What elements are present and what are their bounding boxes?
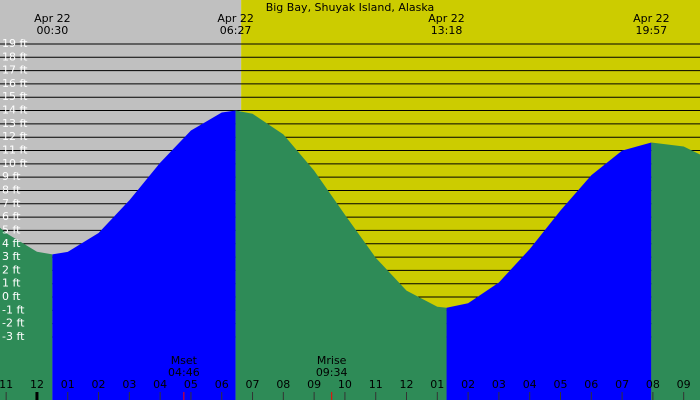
y-tick-label: 12 ft xyxy=(2,130,28,143)
y-tick-label: 19 ft xyxy=(2,37,28,50)
y-tick-label: -1 ft xyxy=(2,303,25,316)
event-date: Apr 22 xyxy=(633,12,670,25)
event-date: Apr 22 xyxy=(34,12,71,25)
y-tick-label: 2 ft xyxy=(2,263,21,276)
x-tick-label: 05 xyxy=(553,378,567,391)
falling-tide xyxy=(0,227,53,400)
x-tick-label: 02 xyxy=(92,378,106,391)
y-tick-label: 11 ft xyxy=(2,144,28,157)
x-tick-label: 07 xyxy=(246,378,260,391)
chart-title: Big Bay, Shuyak Island, Alaska xyxy=(266,1,435,14)
x-tick-label: 08 xyxy=(276,378,290,391)
rising-tide xyxy=(52,110,236,400)
y-tick-label: -3 ft xyxy=(2,330,25,343)
x-tick-label: 06 xyxy=(215,378,229,391)
x-tick-label: 07 xyxy=(615,378,629,391)
y-tick-label: 14 ft xyxy=(2,104,28,117)
x-tick-label: 03 xyxy=(122,378,136,391)
moon-event-time: 09:34 xyxy=(316,366,348,379)
event-time: 06:27 xyxy=(220,24,252,37)
y-tick-label: 0 ft xyxy=(2,290,21,303)
x-tick-label: 09 xyxy=(307,378,321,391)
y-tick-label: 17 ft xyxy=(2,64,28,77)
y-tick-label: 3 ft xyxy=(2,250,21,263)
x-tick-label: 06 xyxy=(584,378,598,391)
y-tick-label: -2 ft xyxy=(2,317,25,330)
y-tick-label: 16 ft xyxy=(2,77,28,90)
x-tick-label: 05 xyxy=(184,378,198,391)
x-tick-label: 01 xyxy=(430,378,444,391)
x-tick-label: 01 xyxy=(61,378,75,391)
rising-tide xyxy=(446,142,652,400)
x-tick-label: 09 xyxy=(677,378,691,391)
x-tick-label: 08 xyxy=(646,378,660,391)
y-tick-label: 5 ft xyxy=(2,223,21,236)
moon-event-name: Mrise xyxy=(317,354,347,367)
y-tick-label: 15 ft xyxy=(2,90,28,103)
event-date: Apr 22 xyxy=(217,12,254,25)
y-tick-label: 10 ft xyxy=(2,157,28,170)
x-tick-label: 03 xyxy=(492,378,506,391)
y-tick-label: 18 ft xyxy=(2,50,28,63)
falling-tide xyxy=(235,110,447,400)
event-date: Apr 22 xyxy=(428,12,465,25)
x-tick-label: 11 xyxy=(0,378,13,391)
moon-event-name: Mset xyxy=(171,354,198,367)
event-time: 00:30 xyxy=(37,24,69,37)
x-tick-label: 04 xyxy=(153,378,167,391)
x-tick-label: 02 xyxy=(461,378,475,391)
x-tick-label: 12 xyxy=(400,378,414,391)
y-tick-label: 7 ft xyxy=(2,197,21,210)
event-time: 19:57 xyxy=(635,24,667,37)
event-time: 13:18 xyxy=(431,24,463,37)
falling-tide xyxy=(651,142,700,400)
y-tick-label: 8 ft xyxy=(2,183,21,196)
y-tick-label: 6 ft xyxy=(2,210,21,223)
x-tick-label: 11 xyxy=(369,378,383,391)
x-tick-label: 10 xyxy=(338,378,352,391)
moon-event-time: 04:46 xyxy=(168,366,200,379)
x-tick-label: 04 xyxy=(523,378,537,391)
y-tick-label: 1 ft xyxy=(2,277,21,290)
y-tick-label: 9 ft xyxy=(2,170,21,183)
y-tick-label: 13 ft xyxy=(2,117,28,130)
y-tick-label: 4 ft xyxy=(2,237,21,250)
x-tick-label: 12 xyxy=(30,378,44,391)
